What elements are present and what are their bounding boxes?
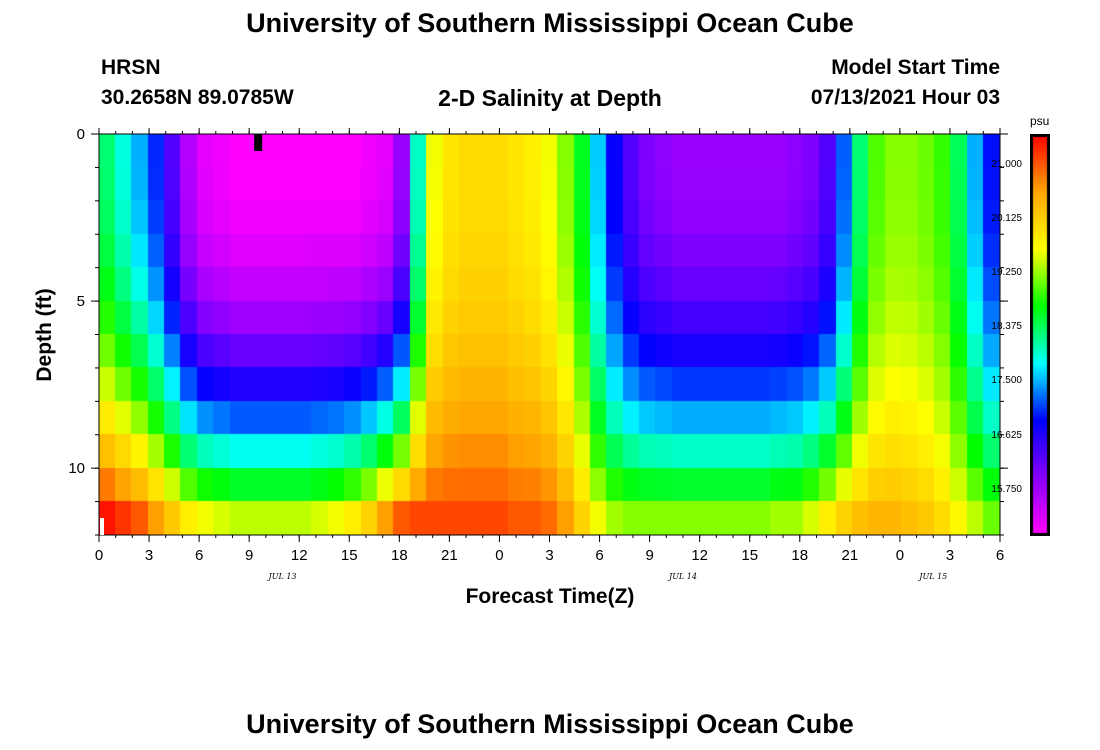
- y-tick-label: 5: [77, 293, 85, 310]
- date-label: JUL 13: [267, 572, 297, 581]
- y-tick-label: 0: [77, 126, 85, 143]
- x-tick-label: 15: [741, 547, 758, 564]
- x-tick-label: 6: [195, 547, 203, 564]
- station-name: HRSN: [101, 56, 161, 79]
- x-tick-label: 18: [391, 547, 408, 564]
- x-tick-label: 21: [441, 547, 458, 564]
- colorbar-label: 15.750: [991, 483, 1022, 495]
- date-label: JUL 15: [917, 572, 947, 581]
- page-title: University of Southern Mississippi Ocean…: [246, 8, 854, 38]
- y-axis-title: Depth (ft): [33, 288, 56, 382]
- colorbar-label: 17.500: [991, 375, 1022, 387]
- plot-frame: [98, 133, 1001, 536]
- colorbar-label: 20.125: [991, 213, 1022, 225]
- x-tick-label: 9: [645, 547, 653, 564]
- x-tick-label: 15: [341, 547, 358, 564]
- x-tick-label: 3: [145, 547, 153, 564]
- x-tick-label: 12: [691, 547, 708, 564]
- model-start-time: 07/13/2021 Hour 03: [810, 86, 1000, 109]
- colorbar-label: 19.250: [991, 267, 1022, 279]
- colorbar-label: 21.000: [991, 158, 1022, 170]
- x-tick-label: 0: [495, 547, 503, 564]
- x-tick-label: 6: [595, 547, 603, 564]
- colorbar-label: 18.375: [991, 321, 1022, 333]
- station-coordinates: 30.2658N 89.0785W: [101, 86, 294, 109]
- y-tick-label: 10: [68, 460, 85, 477]
- colorbar-label: 16.625: [991, 429, 1022, 441]
- x-tick-label: 12: [291, 547, 308, 564]
- colorbar-unit: psu: [1030, 114, 1050, 128]
- x-tick-label: 21: [841, 547, 858, 564]
- surface-marker: [254, 134, 263, 151]
- model-start-label: Model Start Time: [831, 56, 1000, 79]
- x-tick-label: 0: [896, 547, 904, 564]
- footer-title: University of Southern Mississippi Ocean…: [246, 709, 854, 739]
- x-tick-label: 6: [996, 547, 1004, 564]
- x-axis-title: Forecast Time(Z): [465, 585, 635, 608]
- salinity-heatmap: [99, 134, 1000, 535]
- x-tick-label: 0: [95, 547, 103, 564]
- colorbar: [1030, 134, 1050, 536]
- date-label: JUL 14: [667, 572, 697, 581]
- plot-title: 2-D Salinity at Depth: [438, 85, 662, 111]
- x-tick-label: 3: [946, 547, 954, 564]
- x-tick-label: 18: [791, 547, 808, 564]
- bottom-marker: [100, 518, 104, 535]
- x-tick-label: 9: [245, 547, 253, 564]
- x-tick-label: 3: [545, 547, 553, 564]
